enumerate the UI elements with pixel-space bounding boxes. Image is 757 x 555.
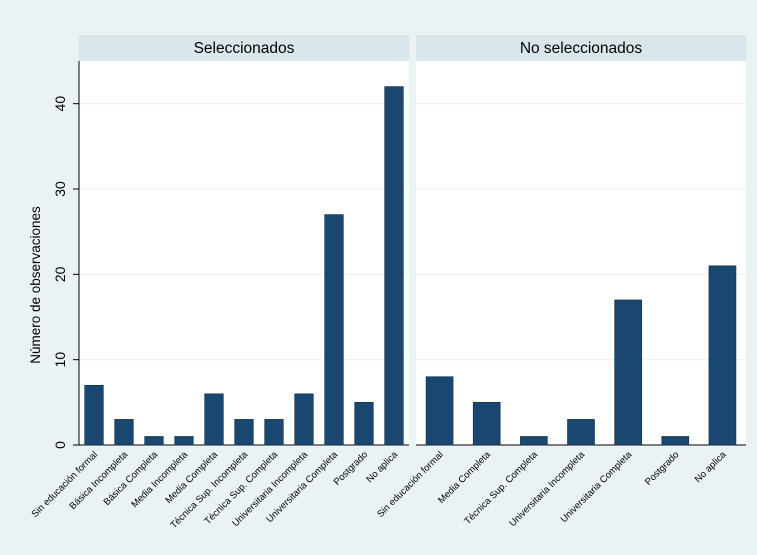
bar — [294, 393, 314, 446]
bar — [264, 419, 284, 446]
panel-title: Seleccionados — [194, 40, 295, 57]
bar — [174, 436, 194, 446]
bar — [425, 376, 454, 446]
bar — [144, 436, 164, 446]
y-tick-label: 40 — [52, 96, 68, 112]
bar — [354, 402, 374, 446]
y-tick-label: 20 — [52, 266, 68, 282]
plot-area — [79, 61, 409, 445]
panel-header — [416, 35, 746, 61]
bar — [84, 384, 104, 446]
y-axis: 0 10 20 30 40 — [52, 61, 80, 449]
bar — [520, 436, 548, 446]
bar — [708, 265, 737, 446]
panel-title: No seleccionados — [520, 40, 643, 57]
y-tick-label: 30 — [52, 181, 68, 197]
y-tick-label: 0 — [52, 441, 68, 449]
bar — [384, 86, 404, 446]
bar — [661, 436, 690, 446]
plot-area — [416, 61, 746, 445]
panel-header — [79, 35, 409, 61]
bar — [114, 419, 134, 446]
y-axis-title: Número de observaciones — [28, 206, 43, 364]
bar — [614, 299, 642, 446]
bar — [472, 402, 501, 446]
bar — [204, 393, 224, 446]
bar — [234, 419, 254, 446]
bar — [324, 214, 344, 446]
bar — [567, 419, 595, 446]
y-tick-label: 10 — [52, 352, 68, 368]
